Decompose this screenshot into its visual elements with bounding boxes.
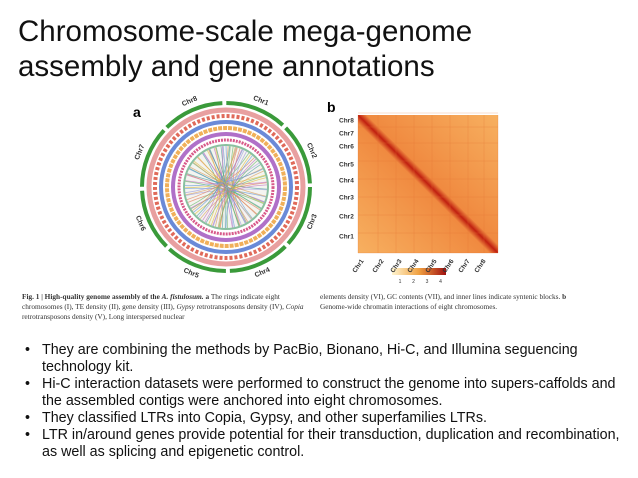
chord (204, 149, 243, 223)
y-axis-label: Chr6 (339, 144, 354, 151)
chord (209, 149, 240, 226)
y-axis-label: Chr2 (339, 214, 354, 221)
panel-label: a (133, 104, 141, 120)
figure: a b Chr1Chr2Chr3Chr4Chr5Chr6Chr7Chr8Chr8… (133, 95, 499, 285)
x-axis-label: Chr2 (371, 258, 385, 274)
bullet-item: They classified LTRs into Copia, Gypsy, … (22, 410, 634, 427)
chord (212, 149, 245, 227)
x-axis-label: Chr1 (351, 258, 365, 274)
chromosome-label: Chr5 (182, 267, 200, 280)
ring (165, 126, 287, 248)
caption-italic: Copia (285, 302, 304, 311)
caption-italic: Gypsy (176, 302, 195, 311)
colorbar-tick-label: 1 (399, 279, 402, 285)
caption-column: elements density (VI), GC contents (VII)… (320, 292, 582, 312)
chord (193, 160, 264, 204)
y-axis-label: Chr1 (339, 234, 354, 241)
caption-bold: Fig. 1 | High-quality genome assembly of… (22, 292, 160, 301)
chromosome-label: Chr1 (252, 95, 270, 107)
bullet-list: They are combining the methods by PacBio… (22, 342, 634, 461)
title-line: assembly and gene annotations (18, 50, 435, 83)
y-axis-label: Chr5 (339, 162, 354, 169)
x-axis-label: Chr7 (457, 258, 471, 274)
y-axis-label: Chr7 (339, 131, 354, 138)
colorbar-tick-label: 3 (426, 279, 429, 285)
chromosome-ring (140, 101, 312, 273)
ring (177, 138, 275, 236)
heatmap-texture (357, 112, 499, 254)
syntenic-blocks (184, 145, 267, 229)
chromosome-label: Chr2 (305, 142, 318, 160)
ring (159, 120, 293, 254)
panel-label: b (327, 99, 336, 115)
bullet-item: They are combining the methods by PacBio… (22, 342, 634, 376)
circos-plot (140, 101, 312, 273)
colorbar-tick-label: 4 (439, 279, 442, 285)
chord (186, 173, 261, 211)
caption-species: A. fistulosum. (161, 292, 204, 301)
x-axis-label: Chr8 (473, 258, 487, 274)
caption-text: retrotransposons density (IV), (196, 302, 284, 311)
x-axis-label: Chr6 (441, 258, 455, 274)
ring (171, 132, 281, 242)
caption-column: Fig. 1 | High-quality genome assembly of… (22, 292, 312, 322)
chromosome-label: Chr6 (134, 215, 147, 233)
title-line: Chromosome-scale mega-genome (18, 15, 473, 48)
caption-text: elements density (VI), GC contents (VII)… (320, 292, 561, 301)
bullet-item: LTR in/around genes provide potential fo… (22, 427, 634, 461)
chord (215, 147, 240, 227)
chromosome-label: Chr7 (134, 143, 147, 161)
chromosome-label: Chr8 (181, 95, 199, 108)
heatmap-matrix (358, 115, 498, 253)
caption-panel: b (562, 292, 567, 301)
chromosome-label: Chr3 (306, 213, 319, 231)
heatmap (357, 112, 499, 275)
ring (153, 114, 299, 260)
slide-title: Chromosome-scale mega-genome assembly an… (18, 14, 472, 84)
y-axis-label: Chr8 (339, 118, 354, 125)
caption-text: The rings indicate eight chromosomes (I)… (22, 292, 280, 311)
caption-text: Genome-wide chromatin interactions of ei… (320, 302, 498, 311)
y-axis-label: Chr4 (339, 178, 354, 185)
ring (146, 107, 306, 267)
caption-panel: a (205, 292, 210, 301)
bullet-item: Hi-C interaction datasets were performed… (22, 376, 634, 410)
y-axis-label: Chr3 (339, 195, 354, 202)
chromosome-label: Chr4 (254, 267, 272, 280)
colorbar (392, 268, 446, 275)
caption-text: retrotransposons density (V), Long inter… (22, 312, 185, 321)
ring (183, 144, 269, 230)
colorbar-tick-label: 2 (412, 279, 415, 285)
